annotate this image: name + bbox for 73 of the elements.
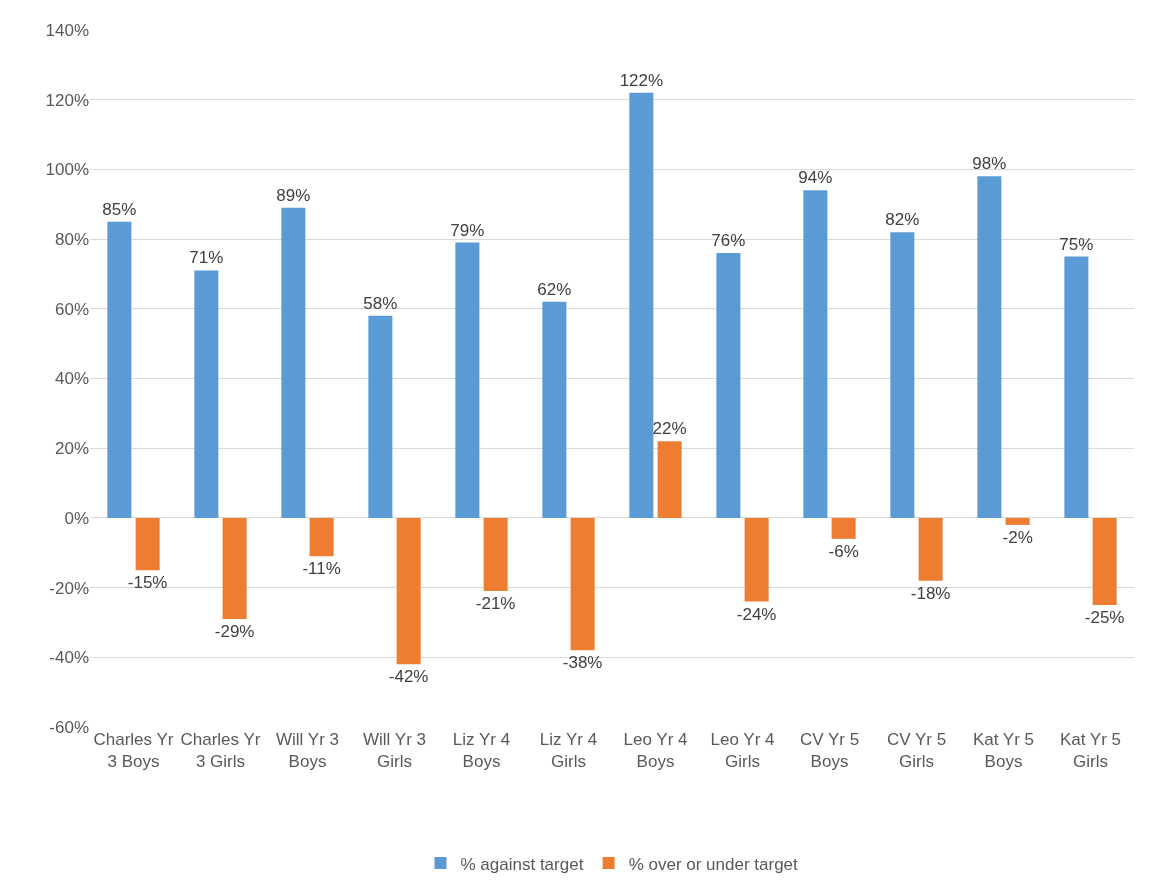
data-label: 89% (276, 185, 311, 205)
bar (222, 517, 247, 619)
x-tick-label: Leo Yr 4 Girls (710, 730, 775, 772)
bar (1005, 517, 1030, 525)
x-tick-label: Liz Yr 4 Girls (539, 730, 598, 772)
bar (396, 517, 421, 665)
data-label: 71% (189, 248, 224, 268)
bar (890, 232, 915, 518)
data-label: -15% (127, 573, 168, 593)
data-label: 122% (619, 70, 664, 90)
bar (744, 517, 769, 602)
y-tick-label: 60% (54, 299, 89, 319)
bar (542, 301, 567, 518)
bar (281, 207, 306, 518)
bar (629, 92, 654, 518)
bar (455, 242, 480, 518)
bar (107, 221, 132, 518)
y-tick-label: 120% (45, 90, 89, 110)
bar (716, 253, 741, 518)
data-label: -21% (475, 594, 516, 614)
legend-label: % against target (460, 854, 584, 874)
x-tick-label: Kat Yr 5 Boys (972, 730, 1035, 772)
data-label: 79% (450, 220, 485, 240)
y-tick-label: 140% (45, 20, 89, 40)
x-tick-label: CV Yr 5 Girls (886, 730, 947, 772)
data-label: -24% (736, 604, 777, 624)
x-tick-label: Kat Yr 5 Girls (1059, 730, 1122, 772)
y-tick-label: 20% (54, 439, 89, 459)
legend-label: % over or under target (628, 854, 799, 874)
data-label: 98% (972, 154, 1007, 174)
data-label: 62% (537, 279, 572, 299)
x-tick-label: Leo Yr 4 Boys (623, 730, 688, 772)
data-label: 22% (652, 419, 687, 439)
bar (570, 517, 595, 651)
y-tick-label: 80% (54, 230, 89, 250)
data-label: 82% (885, 210, 920, 230)
data-label: -6% (828, 541, 859, 561)
bar (135, 517, 160, 571)
y-tick-label: 100% (45, 160, 89, 180)
bar (1092, 517, 1117, 606)
bar (831, 517, 856, 539)
bar (194, 270, 219, 518)
y-tick-label: -40% (49, 648, 89, 668)
data-label: 94% (798, 168, 833, 188)
x-tick-label: Will Yr 3 Girls (363, 730, 426, 772)
data-label: 85% (102, 199, 137, 219)
bar (309, 517, 334, 557)
data-label: -42% (388, 667, 429, 687)
y-tick-label: -60% (49, 717, 89, 737)
bar (977, 176, 1002, 518)
bar (1064, 256, 1089, 518)
x-tick-label: Charles Yr 3 Girls (180, 730, 261, 772)
data-label: 76% (711, 231, 746, 251)
data-label: 58% (363, 293, 398, 313)
y-tick-label: 40% (54, 369, 89, 389)
bar (918, 517, 943, 581)
data-label: -18% (910, 583, 951, 603)
x-tick-label: Liz Yr 4 Boys (452, 730, 511, 772)
x-tick-label: Charles Yr 3 Boys (93, 730, 174, 772)
bar (803, 190, 828, 518)
y-tick-label: -20% (49, 578, 89, 598)
data-label: -11% (302, 559, 341, 579)
bar (368, 315, 393, 518)
data-label: -29% (214, 621, 255, 641)
bar (483, 517, 508, 592)
data-label: 75% (1059, 234, 1094, 254)
data-label: -25% (1084, 608, 1125, 628)
data-label: -38% (562, 653, 603, 673)
data-label: -2% (1002, 527, 1033, 547)
x-tick-label: CV Yr 5 Boys (799, 730, 860, 772)
bar (657, 441, 682, 518)
x-tick-label: Will Yr 3 Boys (276, 730, 339, 772)
y-tick-label: 0% (64, 508, 89, 528)
